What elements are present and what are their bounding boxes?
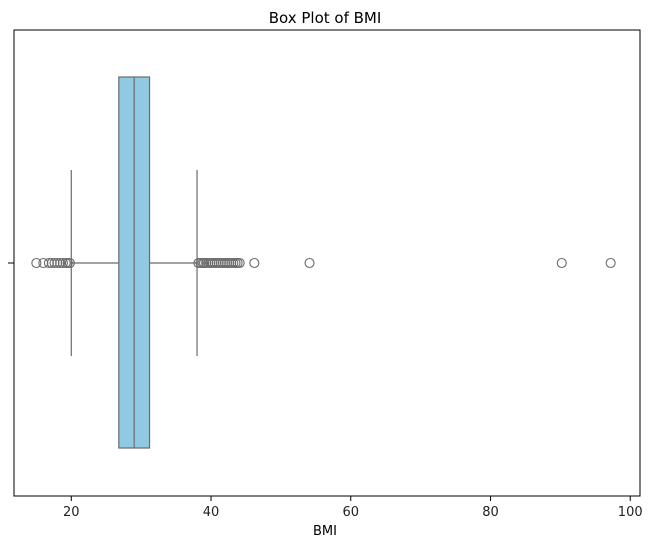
outlier-point — [52, 257, 63, 269]
x-axis: 20 40 60 80 100 — [63, 496, 643, 520]
outlier-point — [38, 257, 49, 269]
x-axis-label: BMI — [313, 524, 337, 539]
outlier-point — [249, 257, 260, 269]
outlier-point — [31, 257, 42, 269]
outlier-point — [43, 257, 54, 269]
outlier-point — [49, 257, 60, 269]
x-tick-label: 80 — [482, 505, 499, 520]
outlier-point — [57, 257, 68, 269]
outlier-point — [556, 257, 567, 269]
x-tick-label: 100 — [618, 505, 643, 520]
outlier-point — [55, 257, 66, 269]
outlier-point — [605, 257, 616, 269]
outlier-point — [234, 257, 245, 269]
chart-title: Box Plot of BMI — [269, 9, 382, 27]
outlier-point — [46, 257, 57, 269]
x-tick-label: 20 — [63, 505, 80, 520]
outlier-point — [304, 257, 315, 269]
x-tick-label: 60 — [342, 505, 359, 520]
box-plot-marks — [31, 76, 616, 449]
x-tick-label: 40 — [203, 505, 220, 520]
outlier-point — [64, 257, 75, 269]
